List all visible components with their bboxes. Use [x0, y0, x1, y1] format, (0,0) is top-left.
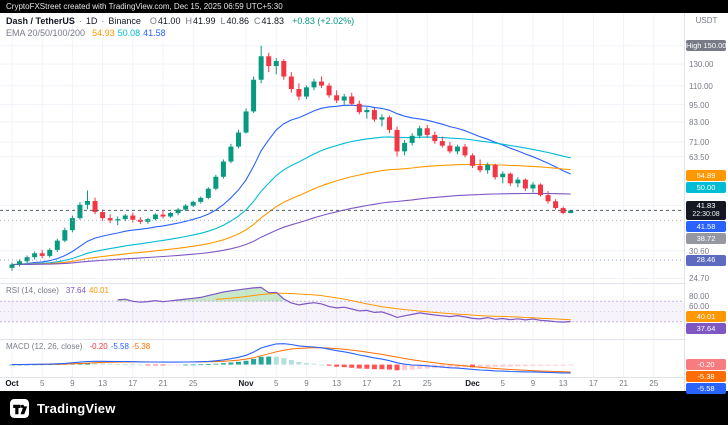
ema-line-100 [11, 163, 571, 266]
main-price-pane[interactable]: Dash / TetherUS · 1D · Binance O41.00 H41… [0, 13, 684, 283]
rsi-ma-line [215, 292, 571, 321]
axis-tick: 130.00 [689, 60, 714, 70]
macd-badge: -5.38 [686, 371, 726, 383]
axis-tick: 95.00 [689, 100, 710, 110]
ema-line-50 [11, 136, 571, 266]
time-label-day: 13 [332, 379, 342, 388]
time-label-day: 5 [39, 379, 45, 388]
axis-tick: 80.00 [689, 292, 710, 302]
ema-line-20 [11, 104, 571, 266]
axis-tick: 63.50 [689, 152, 710, 162]
macd-badge: -0.20 [686, 359, 726, 371]
time-axis[interactable]: Oct 5 9 13 17 21 25 Nov 5 9 13 17 21 25 Dec 5 9 13 17 21 25 [0, 377, 684, 391]
attribution-bar: CryptoFXStreet created with TradingView.… [0, 0, 728, 13]
time-label-day: 21 [619, 379, 628, 388]
price-badge: 38.72 [686, 232, 726, 244]
macd-badge: -5.58 [686, 383, 726, 395]
ema-line-200 [12, 192, 571, 266]
axis-tick: 83.00 [689, 118, 710, 128]
tradingview-wordmark[interactable]: TradingView [37, 400, 116, 416]
axis-tick: 71.00 [689, 138, 710, 148]
tradingview-logo-glyph [10, 398, 29, 418]
price-badge: 41.58 [686, 220, 726, 232]
axis-tick: 30.60 [689, 246, 710, 256]
time-label-day: 9 [530, 379, 536, 388]
time-label-day: 17 [588, 379, 598, 388]
rsi-band [0, 301, 684, 322]
rsi-canvas[interactable] [0, 284, 684, 339]
rsi-pane[interactable]: RSI (14, close) 37.64 40.01 [0, 283, 684, 339]
tradingview-logo-icon[interactable] [10, 398, 29, 418]
macd-canvas[interactable] [0, 340, 684, 377]
chart-panes: Dash / TetherUS · 1D · Binance O41.00 H41… [0, 13, 684, 391]
rsi-badge: 40.01 [686, 311, 726, 323]
time-label-day: 9 [70, 379, 75, 388]
time-label-day: 9 [304, 379, 309, 388]
axis-tick: 60.00 [689, 302, 710, 312]
macd-line [11, 343, 571, 374]
price-badge: 41.83 22:30:08 [686, 200, 726, 220]
time-label-day: 13 [558, 379, 568, 388]
time-label-day: 21 [158, 379, 168, 388]
rsi-badge: 37.64 [686, 323, 726, 335]
axis-tick: 110.00 [689, 81, 713, 91]
macd-pane[interactable]: MACD (12, 26, close) -0.20 -5.58 -5.38 [0, 339, 684, 377]
price-badge: High 150.00 [686, 40, 726, 52]
price-badge: 50.00 [686, 181, 726, 193]
time-label-day: 25 [188, 379, 198, 388]
time-label-day: 5 [274, 379, 279, 388]
time-label-month: Oct [5, 379, 19, 388]
price-scale-macd[interactable]: -0.20 -5.38 -5.58 [685, 340, 728, 395]
time-label-month: Nov [238, 379, 254, 388]
time-label-day: 17 [362, 379, 372, 388]
price-badge: 54.89 [686, 169, 726, 181]
footer-bar: TradingView [0, 391, 728, 425]
price-axis[interactable]: USDT 150.00130.00110.0095.0083.0071.0063… [684, 13, 728, 395]
time-label-day: 5 [500, 379, 505, 388]
chart-region: Dash / TetherUS · 1D · Binance O41.00 H41… [0, 13, 728, 395]
candlestick-canvas[interactable] [0, 13, 684, 283]
time-label-day: 13 [98, 379, 108, 388]
axis-tick: 24.70 [689, 274, 710, 284]
price-badge: 28.46 [686, 254, 726, 266]
rsi-line [117, 286, 571, 323]
candles-layer [9, 45, 574, 271]
time-label-day: 25 [649, 379, 659, 388]
time-label-day: 17 [128, 379, 138, 388]
time-label-month: Dec [465, 379, 480, 388]
currency-label: USDT [695, 16, 718, 25]
time-label-day: 25 [422, 379, 432, 388]
attribution-text: CryptoFXStreet created with TradingView.… [6, 2, 283, 11]
time-label-day: 21 [392, 379, 402, 388]
macd-signal-line [12, 347, 571, 373]
price-scale-main[interactable]: 150.00130.00110.0095.0083.0071.0063.5043… [685, 13, 728, 283]
